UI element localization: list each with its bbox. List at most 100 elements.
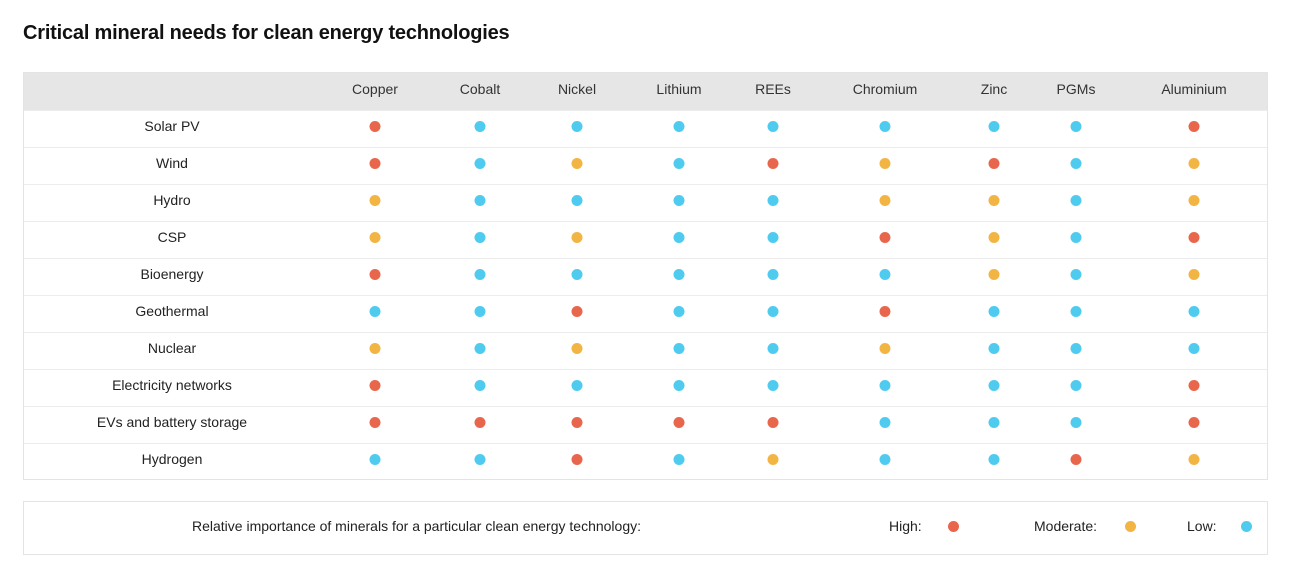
table-row: Solar PV [24, 110, 1267, 147]
importance-dot-evs-and-battery-storage-nickel [571, 417, 583, 428]
importance-dot-electricity-networks-chromium [879, 380, 891, 391]
row-label-csp: CSP [157, 229, 187, 245]
importance-dot-wind-copper [369, 158, 381, 169]
importance-dot-geothermal-rees [767, 306, 779, 317]
importance-dot-hydrogen-rees [767, 454, 779, 465]
importance-dot-geothermal-chromium [879, 306, 891, 317]
importance-dot-nuclear-chromium [879, 343, 891, 354]
importance-dot-csp-nickel [571, 232, 583, 243]
row-label-geothermal: Geothermal [135, 303, 209, 319]
importance-dot-hydrogen-nickel [571, 454, 583, 465]
row-label-hydro: Hydro [153, 192, 191, 208]
importance-dot-solar-pv-lithium [673, 121, 685, 132]
column-header-nickel: Nickel [557, 81, 597, 97]
table-row: Hydrogen [24, 443, 1267, 480]
importance-dot-wind-zinc [988, 158, 1000, 169]
importance-dot-hydrogen-lithium [673, 454, 685, 465]
importance-dot-wind-aluminium [1188, 158, 1200, 169]
importance-dot-bioenergy-zinc [988, 269, 1000, 280]
importance-dot-csp-copper [369, 232, 381, 243]
importance-dot-electricity-networks-rees [767, 380, 779, 391]
importance-dot-hydro-chromium [879, 195, 891, 206]
importance-dot-hydrogen-aluminium [1188, 454, 1200, 465]
row-label-solar-pv: Solar PV [144, 118, 200, 134]
importance-dot-electricity-networks-zinc [988, 380, 1000, 391]
row-label-evs-and-battery-storage: EVs and battery storage [96, 414, 248, 430]
importance-dot-hydrogen-pgms [1070, 454, 1082, 465]
importance-dot-solar-pv-chromium [879, 121, 891, 132]
importance-dot-geothermal-zinc [988, 306, 1000, 317]
legend-high-dot [948, 521, 959, 532]
column-header-cobalt: Cobalt [459, 81, 501, 97]
importance-dot-nuclear-cobalt [474, 343, 486, 354]
importance-dot-wind-pgms [1070, 158, 1082, 169]
importance-dot-csp-zinc [988, 232, 1000, 243]
importance-dot-bioenergy-aluminium [1188, 269, 1200, 280]
importance-dot-csp-lithium [673, 232, 685, 243]
importance-dot-hydro-lithium [673, 195, 685, 206]
importance-dot-electricity-networks-aluminium [1188, 380, 1200, 391]
row-label-hydrogen: Hydrogen [141, 451, 203, 467]
importance-dot-nuclear-zinc [988, 343, 1000, 354]
importance-dot-electricity-networks-copper [369, 380, 381, 391]
importance-dot-solar-pv-zinc [988, 121, 1000, 132]
importance-dot-solar-pv-rees [767, 121, 779, 132]
importance-dot-bioenergy-nickel [571, 269, 583, 280]
row-label-electricity-networks: Electricity networks [112, 377, 232, 393]
importance-dot-wind-cobalt [474, 158, 486, 169]
importance-dot-evs-and-battery-storage-chromium [879, 417, 891, 428]
importance-dot-hydrogen-copper [369, 454, 381, 465]
importance-dot-csp-pgms [1070, 232, 1082, 243]
column-header-pgms: PGMs [1056, 81, 1096, 97]
importance-dot-wind-rees [767, 158, 779, 169]
importance-dot-hydro-pgms [1070, 195, 1082, 206]
legend: Relative importance of minerals for a pa… [23, 501, 1268, 555]
importance-dot-evs-and-battery-storage-lithium [673, 417, 685, 428]
column-header-lithium: Lithium [656, 81, 702, 97]
importance-dot-hydro-aluminium [1188, 195, 1200, 206]
mineral-importance-table: Copper Cobalt Nickel Lithium REEs Chromium Zin… [23, 72, 1268, 480]
importance-dot-wind-chromium [879, 158, 891, 169]
column-header-rees: REEs [755, 81, 791, 97]
importance-dot-csp-chromium [879, 232, 891, 243]
importance-dot-hydro-copper [369, 195, 381, 206]
importance-dot-solar-pv-copper [369, 121, 381, 132]
importance-dot-hydro-cobalt [474, 195, 486, 206]
importance-dot-nuclear-lithium [673, 343, 685, 354]
importance-dot-solar-pv-nickel [571, 121, 583, 132]
table-row: EVs and battery storage [24, 406, 1267, 443]
legend-low-label: Low: [1187, 518, 1217, 534]
importance-dot-solar-pv-pgms [1070, 121, 1082, 132]
table-row: Bioenergy [24, 258, 1267, 295]
importance-dot-evs-and-battery-storage-zinc [988, 417, 1000, 428]
importance-dot-nuclear-rees [767, 343, 779, 354]
importance-dot-bioenergy-copper [369, 269, 381, 280]
importance-dot-csp-aluminium [1188, 232, 1200, 243]
column-header-zinc: Zinc [980, 81, 1008, 97]
legend-moderate-label: Moderate: [1034, 518, 1098, 534]
row-label-bioenergy: Bioenergy [140, 266, 204, 282]
importance-dot-solar-pv-cobalt [474, 121, 486, 132]
legend-high-label: High: [889, 518, 922, 534]
table-row: Nuclear [24, 332, 1267, 369]
importance-dot-hydrogen-cobalt [474, 454, 486, 465]
importance-dot-evs-and-battery-storage-copper [369, 417, 381, 428]
importance-dot-bioenergy-lithium [673, 269, 685, 280]
importance-dot-geothermal-nickel [571, 306, 583, 317]
importance-dot-electricity-networks-nickel [571, 380, 583, 391]
column-header-aluminium: Aluminium [1161, 81, 1227, 97]
importance-dot-geothermal-copper [369, 306, 381, 317]
importance-dot-nuclear-pgms [1070, 343, 1082, 354]
importance-dot-hydro-nickel [571, 195, 583, 206]
importance-dot-nuclear-copper [369, 343, 381, 354]
table-row: CSP [24, 221, 1267, 258]
importance-dot-geothermal-lithium [673, 306, 685, 317]
importance-dot-bioenergy-pgms [1070, 269, 1082, 280]
column-header-row: Copper Cobalt Nickel Lithium REEs Chromium Zin… [24, 73, 1267, 110]
table-row: Hydro [24, 184, 1267, 221]
importance-dot-hydrogen-chromium [879, 454, 891, 465]
importance-dot-hydro-rees [767, 195, 779, 206]
importance-dot-wind-nickel [571, 158, 583, 169]
importance-dot-nuclear-aluminium [1188, 343, 1200, 354]
row-label-nuclear: Nuclear [147, 340, 197, 356]
